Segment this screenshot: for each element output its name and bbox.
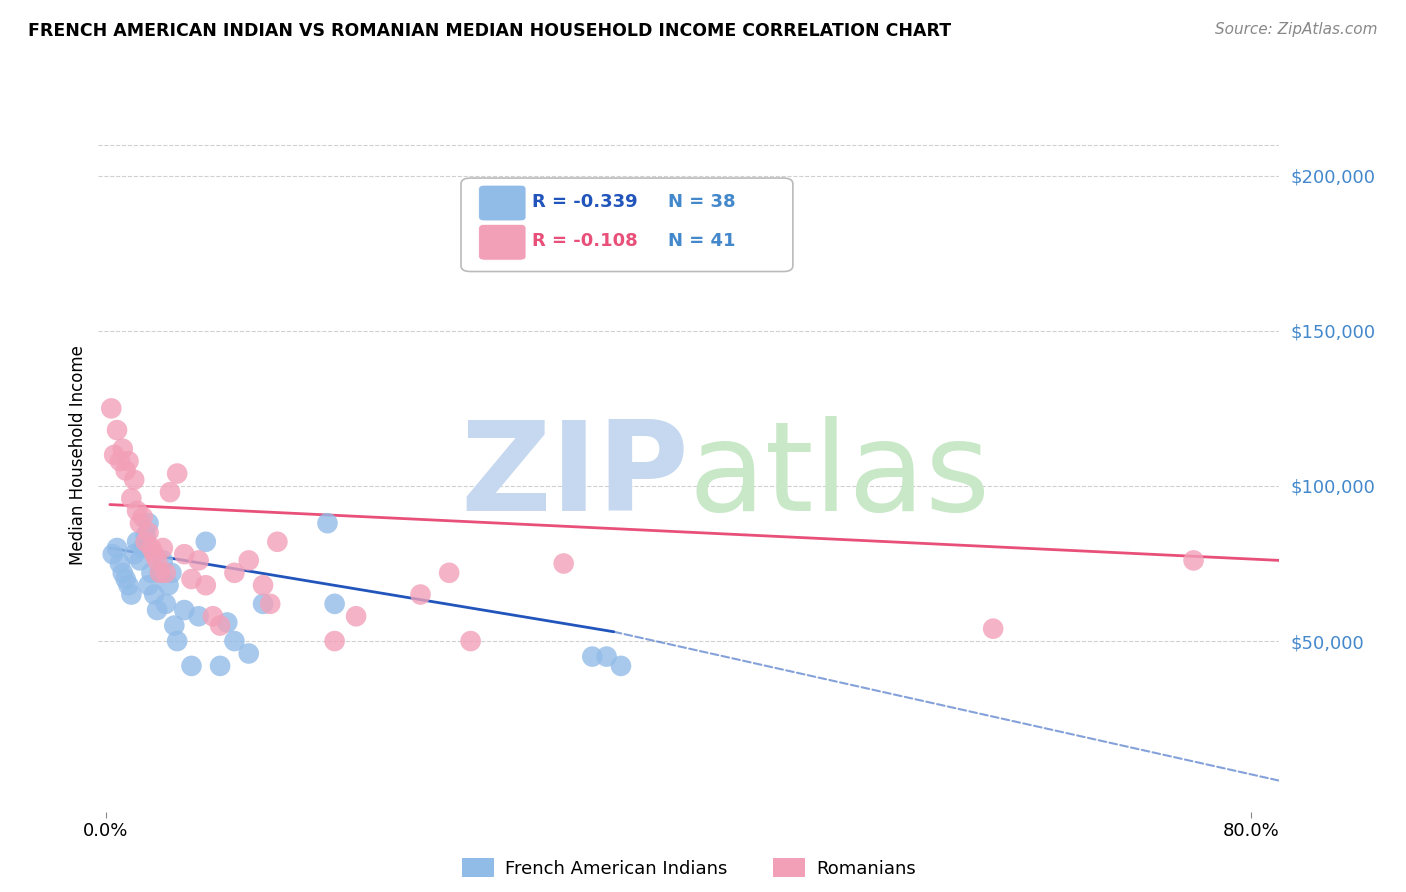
Text: atlas: atlas xyxy=(689,416,991,537)
Point xyxy=(120,491,142,506)
Point xyxy=(157,578,180,592)
Point xyxy=(1182,553,1205,567)
Point xyxy=(224,566,246,580)
Point xyxy=(132,541,155,555)
Point xyxy=(194,578,217,592)
Point xyxy=(316,516,339,531)
Point xyxy=(173,547,195,561)
Point xyxy=(138,516,160,531)
Point xyxy=(201,609,224,624)
Text: Source: ZipAtlas.com: Source: ZipAtlas.com xyxy=(1215,22,1378,37)
Point xyxy=(187,609,209,624)
Point xyxy=(111,566,134,580)
Point xyxy=(100,401,122,416)
Point xyxy=(111,442,134,456)
Point xyxy=(159,485,181,500)
Point xyxy=(252,597,274,611)
Point xyxy=(101,547,124,561)
Point xyxy=(143,588,166,602)
Point xyxy=(149,566,172,580)
Point xyxy=(224,634,246,648)
Point xyxy=(437,566,460,580)
Point xyxy=(117,454,139,468)
Point xyxy=(323,634,346,648)
Point xyxy=(149,566,172,580)
Point xyxy=(259,597,281,611)
Point xyxy=(209,659,232,673)
Point xyxy=(194,534,217,549)
Point xyxy=(114,463,136,477)
Point xyxy=(108,557,131,571)
Point xyxy=(152,541,174,555)
Point xyxy=(105,541,128,555)
Point xyxy=(146,553,169,567)
Point xyxy=(152,553,174,567)
Text: FRENCH AMERICAN INDIAN VS ROMANIAN MEDIAN HOUSEHOLD INCOME CORRELATION CHART: FRENCH AMERICAN INDIAN VS ROMANIAN MEDIA… xyxy=(28,22,952,40)
Legend: French American Indians, Romanians: French American Indians, Romanians xyxy=(454,851,924,885)
Point xyxy=(135,528,157,542)
Point xyxy=(108,454,131,468)
Point xyxy=(166,634,188,648)
Point xyxy=(163,618,186,632)
FancyBboxPatch shape xyxy=(461,178,793,271)
Point xyxy=(122,547,145,561)
Point xyxy=(138,578,160,592)
FancyBboxPatch shape xyxy=(478,225,526,260)
Point xyxy=(146,603,169,617)
Point xyxy=(155,566,177,580)
Point xyxy=(409,588,432,602)
Point xyxy=(252,578,274,592)
Point xyxy=(120,588,142,602)
Point xyxy=(141,566,163,580)
Point xyxy=(238,647,260,661)
Point xyxy=(180,572,202,586)
Point xyxy=(266,534,288,549)
Y-axis label: Median Household Income: Median Household Income xyxy=(69,345,87,565)
Point xyxy=(103,448,125,462)
Point xyxy=(125,534,148,549)
Point xyxy=(344,609,367,624)
Point xyxy=(217,615,239,630)
Point xyxy=(125,504,148,518)
Point xyxy=(117,578,139,592)
Point xyxy=(610,659,633,673)
Point xyxy=(160,566,183,580)
Point xyxy=(981,622,1004,636)
Point xyxy=(238,553,260,567)
Point xyxy=(155,597,177,611)
Point xyxy=(143,547,166,561)
Point xyxy=(187,553,209,567)
Point xyxy=(132,510,155,524)
Point xyxy=(122,473,145,487)
Point xyxy=(105,423,128,437)
Point xyxy=(141,541,163,555)
Point xyxy=(209,618,232,632)
Text: R = -0.339: R = -0.339 xyxy=(531,193,637,211)
Point xyxy=(460,634,482,648)
Text: N = 41: N = 41 xyxy=(668,232,735,250)
Text: ZIP: ZIP xyxy=(460,416,689,537)
Point xyxy=(323,597,346,611)
Point xyxy=(595,649,617,664)
Text: R = -0.108: R = -0.108 xyxy=(531,232,637,250)
Point xyxy=(135,534,157,549)
Point xyxy=(173,603,195,617)
Point xyxy=(138,525,160,540)
Point xyxy=(129,516,152,531)
Point xyxy=(129,553,152,567)
Text: N = 38: N = 38 xyxy=(668,193,735,211)
Point xyxy=(166,467,188,481)
Point xyxy=(581,649,603,664)
Point xyxy=(180,659,202,673)
Point xyxy=(553,557,575,571)
FancyBboxPatch shape xyxy=(478,186,526,221)
Point xyxy=(114,572,136,586)
